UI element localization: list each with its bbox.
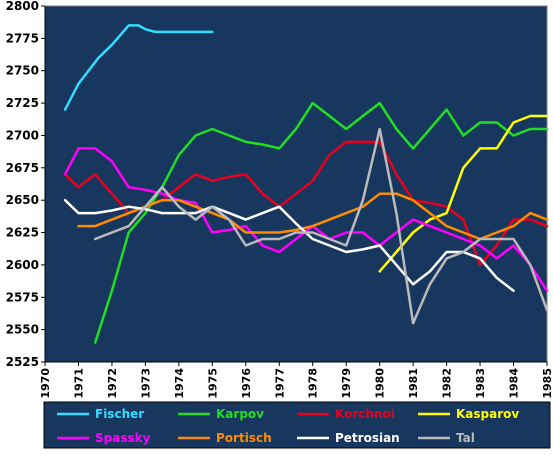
y-tick-label: 2525 <box>6 355 39 369</box>
y-tick-label: 2725 <box>6 96 39 110</box>
legend-label-kasparov: Kasparov <box>456 407 519 421</box>
series-line-kasparov <box>378 114 549 273</box>
x-tick-label: 1982 <box>441 368 454 399</box>
x-tick-label: 1971 <box>72 368 85 399</box>
series-layer <box>63 24 549 344</box>
x-tick-label: 1974 <box>173 368 186 399</box>
legend-label-fischer: Fischer <box>95 407 144 421</box>
x-tick-label: 1976 <box>240 368 253 399</box>
legend <box>43 401 551 449</box>
x-tick-label: 1972 <box>106 368 119 399</box>
legend-label-petrosian: Petrosian <box>335 431 400 445</box>
x-tick-label: 1981 <box>407 368 420 399</box>
y-tick-label: 2550 <box>6 323 39 337</box>
y-tick-label: 2750 <box>6 64 39 78</box>
y-tick-label: 2775 <box>6 31 39 45</box>
series-line-petrosian <box>63 198 515 293</box>
plot-area <box>44 5 548 363</box>
y-tick-label: 2600 <box>6 258 39 272</box>
y-tick-label: 2650 <box>6 193 39 207</box>
series-line-fischer <box>63 24 214 111</box>
y-tick-label: 2575 <box>6 290 39 304</box>
x-axis: 1970 1971 1972 1973 1974 1975 1976 1977 1978 1979… <box>39 361 553 399</box>
y-tick-label: 2675 <box>6 161 39 175</box>
y-tick-label: 2625 <box>6 226 39 240</box>
y-tick-label: 2800 <box>6 0 39 13</box>
x-tick-label: 1983 <box>474 368 487 399</box>
legend-label-portisch: Portisch <box>216 431 272 445</box>
legend-entries: Fischer Karpov Korchnoi Kasparov Spassky Port… <box>57 407 519 445</box>
x-tick-label: 1973 <box>139 368 152 399</box>
x-tick-label: 1984 <box>508 368 521 399</box>
x-tick-label: 1985 <box>541 368 553 399</box>
legend-label-korchnoi: Korchnoi <box>335 407 395 421</box>
legend-label-tal: Tal <box>456 431 475 445</box>
series-line-portisch <box>77 192 549 241</box>
x-tick-label: 1977 <box>273 368 286 399</box>
x-tick-label: 1978 <box>307 368 320 399</box>
y-axis: 2525 2550 2575 2600 2625 2650 2675 2700 2725 2750… <box>6 0 46 369</box>
x-tick-label: 1975 <box>206 368 219 399</box>
x-tick-label: 1979 <box>340 368 353 399</box>
legend-label-karpov: Karpov <box>216 407 264 421</box>
series-line-tal <box>93 127 549 325</box>
series-line-karpov <box>93 101 549 344</box>
x-tick-label: 1970 <box>39 368 52 399</box>
x-tick-label: 1980 <box>374 368 387 399</box>
y-tick-label: 2700 <box>6 128 39 142</box>
legend-label-spassky: Spassky <box>95 431 151 445</box>
